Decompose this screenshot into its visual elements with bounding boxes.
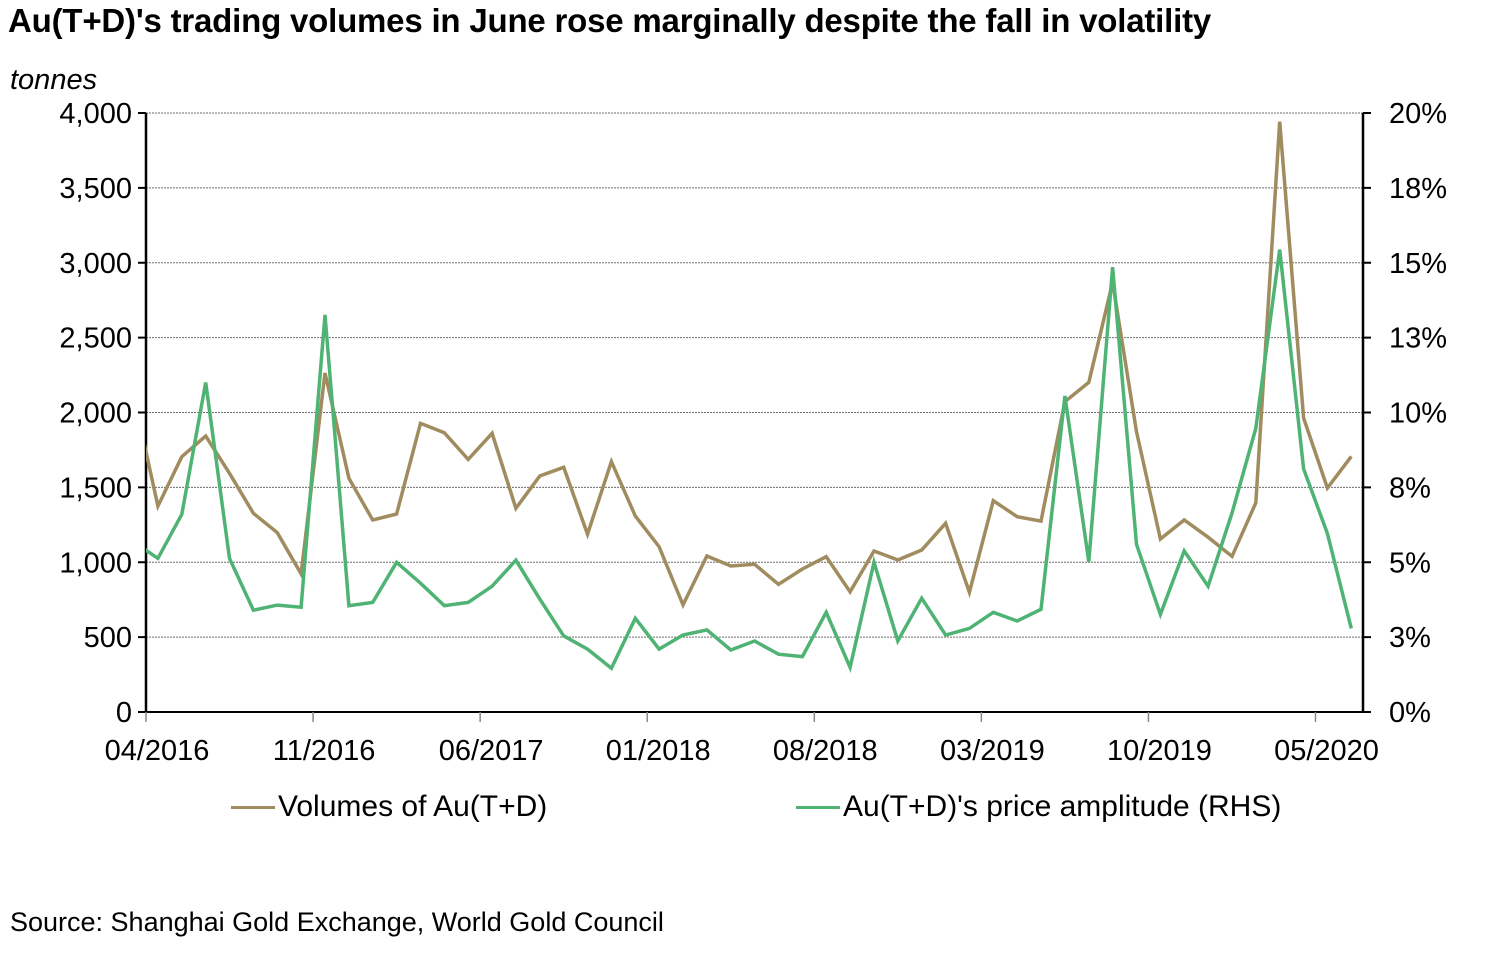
y-tick-label: 3,500 [59, 173, 132, 205]
y2-tick-label: 8% [1389, 472, 1431, 504]
legend-swatch-price-amplitude [796, 805, 840, 809]
right-y-axis-ticks: 0% 3% 5% 8% 10% 13% 15% 18% 20% [1363, 98, 1447, 729]
gridlines [146, 112, 1363, 638]
y-tick-label: 2,500 [59, 323, 132, 355]
series-lines [146, 121, 1353, 673]
series-line-volumes [146, 121, 1353, 610]
y2-tick-label: 3% [1389, 622, 1431, 654]
x-axis-ticks: 04/2016 11/2016 06/2017 01/2018 08/2018 03/20… [105, 712, 1379, 767]
y2-tick-label: 15% [1389, 248, 1447, 280]
y2-tick-label: 10% [1389, 398, 1447, 430]
y2-tick-label: 18% [1389, 173, 1447, 205]
y-tick-label: 1,500 [59, 472, 132, 504]
x-tick-label: 11/2016 [273, 735, 376, 767]
y-tick-label: 1,000 [59, 547, 132, 579]
x-tick-label: 06/2017 [439, 735, 544, 767]
y2-tick-label: 0% [1389, 697, 1431, 729]
axes [144, 113, 1365, 713]
legend-label-price-amplitude: Au(T+D)'s price amplitude (RHS) [843, 790, 1282, 823]
y-tick-label: 2,000 [59, 398, 132, 430]
x-tick-label: 01/2018 [606, 735, 711, 767]
y2-tick-label: 20% [1389, 98, 1447, 130]
series-line-price-amplitude [146, 249, 1353, 673]
y-tick-label: 0 [116, 697, 132, 729]
x-tick-label: 03/2019 [940, 735, 1045, 767]
line-chart: 05001,0001,5002,0002,5003,0003,5004,000 … [59, 98, 1447, 767]
y2-tick-label: 13% [1389, 323, 1447, 355]
left-y-axis-ticks: 0 500 1,000 1,500 2,000 2,500 3,000 3,500 4,000 [59, 98, 146, 729]
y-tick-label: 4,000 [59, 98, 132, 130]
x-tick-label: 08/2018 [773, 735, 878, 767]
legend: Volumes of Au(T+D) Au(T+D)'s price ampli… [0, 790, 1501, 830]
legend-item-price-amplitude[interactable]: Au(T+D)'s price amplitude (RHS) [796, 790, 1281, 824]
x-tick-label: 05/2020 [1274, 735, 1379, 767]
chart-title: Au(T+D)'s trading volumes in June rose m… [8, 2, 1212, 39]
y-tick-label: 3,000 [59, 248, 132, 280]
x-tick-label: 04/2016 [105, 735, 210, 767]
y-tick-label: 500 [84, 622, 132, 654]
x-tick-label: 10/2019 [1107, 735, 1212, 767]
source-note: Source: Shanghai Gold Exchange, World Go… [10, 907, 664, 937]
legend-swatch-volumes [231, 805, 275, 809]
legend-label-volumes: Volumes of Au(T+D) [278, 790, 548, 823]
y2-tick-label: 5% [1389, 547, 1431, 579]
legend-item-volumes[interactable]: Volumes of Au(T+D) [231, 790, 547, 824]
y-axis-unit-label: tonnes [10, 64, 98, 96]
